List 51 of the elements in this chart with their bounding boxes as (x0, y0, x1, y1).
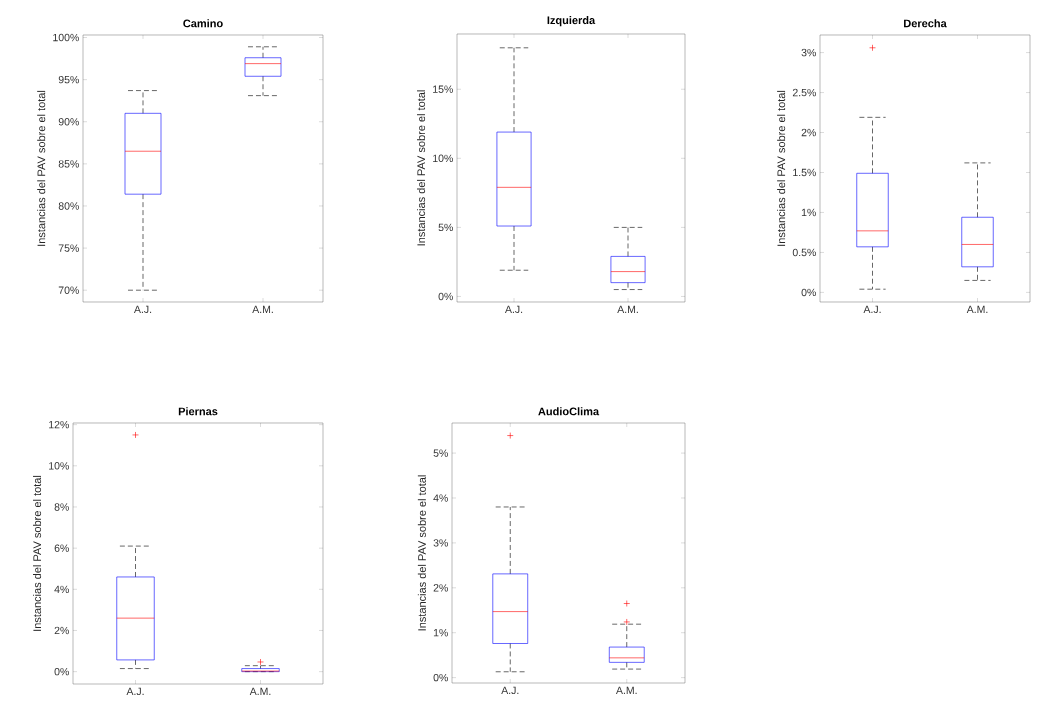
y-axis-title: Instancias del PAV sobre el total (33, 475, 42, 631)
x-tick-label: A.M. (252, 305, 273, 313)
y-tick-label: 75% (58, 244, 79, 252)
y-tick-label: 5% (433, 449, 448, 457)
y-tick-label: 6% (54, 544, 69, 552)
y-tick-label: 0% (438, 292, 453, 301)
y-tick-label: 3% (433, 539, 448, 547)
y-tick-label: 4% (54, 585, 69, 593)
y-axis-title: Instancias del PAV sobre el total (37, 90, 46, 246)
y-tick-label: 10% (49, 462, 69, 470)
x-tick-label: A.J. (133, 305, 152, 314)
x-tick-label: A.M. (615, 686, 637, 694)
y-tick-label: 100% (53, 33, 79, 42)
y-tick-label: 2% (54, 626, 69, 635)
y-axis-title: Instancias del PAV sobre el total (417, 475, 426, 631)
x-tick-label: A.M. (249, 687, 271, 695)
y-tick-label: 90% (58, 118, 79, 126)
y-tick-label: 5% (438, 223, 453, 232)
y-tick-label: 3% (801, 48, 816, 57)
y-tick-label: 4% (433, 494, 448, 502)
y-tick-label: 8% (54, 503, 69, 511)
x-tick-label: A.J. (504, 305, 523, 314)
y-tick-label: 0% (801, 288, 816, 297)
chart-title: Derecha (904, 19, 947, 28)
x-tick-label: A.M. (966, 305, 988, 313)
y-tick-label: 0.5% (792, 248, 816, 257)
y-tick-label: 2.5% (792, 88, 816, 97)
x-tick-label: A.J. (863, 305, 881, 314)
y-tick-label: 1% (433, 629, 448, 637)
x-tick-label: A.J. (501, 686, 519, 695)
y-tick-label: 70% (58, 286, 79, 294)
y-tick-label: 2% (433, 584, 448, 592)
y-tick-label: 0% (54, 667, 69, 676)
y-tick-label: 12% (49, 420, 69, 429)
y-tick-label: 85% (58, 160, 79, 168)
y-axis-title: Instancias del PAV sobre el total (417, 90, 426, 246)
y-tick-label: 2% (801, 128, 816, 137)
y-tick-label: 95% (58, 75, 79, 84)
x-tick-label: A.M. (617, 305, 638, 313)
y-axis-title: Instancias del PAV sobre el total (777, 90, 786, 246)
chart-title: Izquierda (547, 16, 596, 27)
y-tick-label: 1.5% (793, 168, 816, 177)
chart-title: AudioClima (538, 407, 600, 416)
y-tick-label: 10% (433, 154, 453, 163)
chart-title: Camino (183, 19, 223, 28)
chart-title: Piernas (178, 407, 218, 416)
x-tick-label: A.J. (126, 687, 144, 696)
y-tick-label: 80% (58, 202, 79, 210)
y-tick-label: 15% (433, 85, 453, 93)
y-tick-label: 1% (801, 208, 816, 217)
y-tick-label: 0% (433, 673, 448, 682)
